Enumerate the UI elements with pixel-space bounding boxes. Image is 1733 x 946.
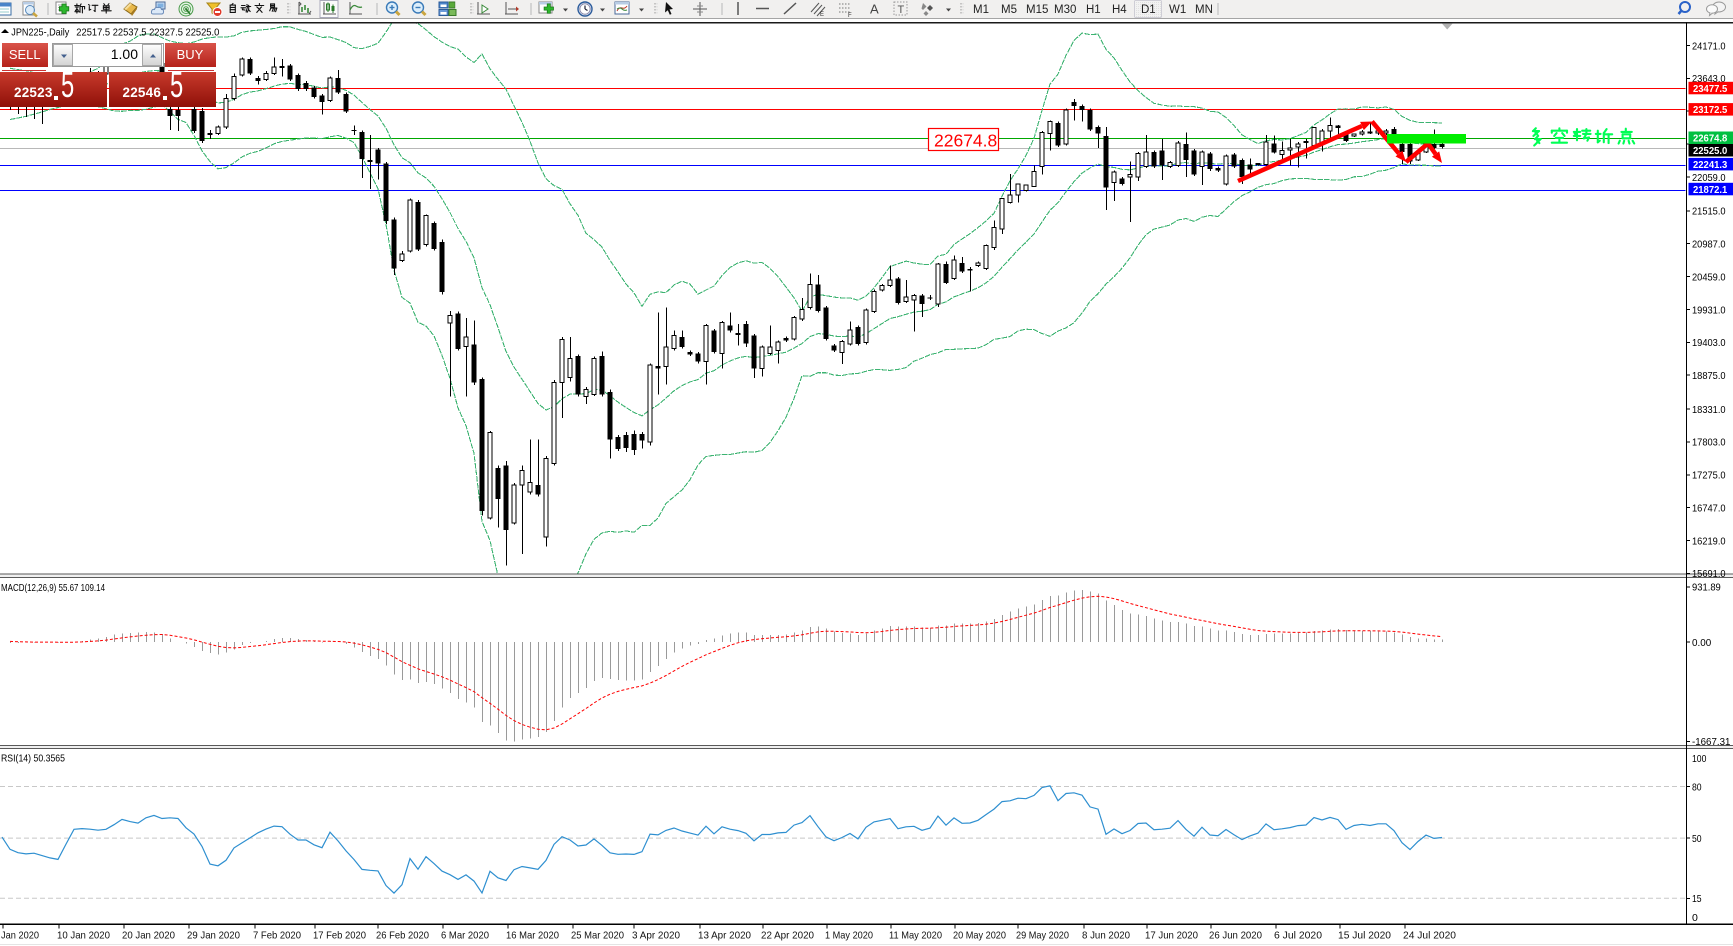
svg-text:1 May 2020: 1 May 2020 — [825, 930, 873, 942]
svg-text:0: 0 — [1692, 912, 1698, 924]
svg-text:80: 80 — [1692, 781, 1702, 793]
svg-text:17 Feb 2020: 17 Feb 2020 — [313, 930, 366, 942]
svg-text:21872.1: 21872.1 — [1693, 184, 1727, 196]
svg-text:16219.0: 16219.0 — [1692, 535, 1726, 547]
svg-text:7 Feb 2020: 7 Feb 2020 — [253, 930, 301, 942]
svg-text:RSI(14) 50.3565: RSI(14) 50.3565 — [1, 753, 65, 765]
svg-text:11 May 2020: 11 May 2020 — [889, 930, 942, 942]
svg-text:18875.0: 18875.0 — [1692, 370, 1726, 382]
svg-text:15 Jul 2020: 15 Jul 2020 — [1338, 930, 1391, 942]
svg-text:931.89: 931.89 — [1692, 582, 1721, 594]
svg-text:29 May 2020: 29 May 2020 — [1016, 930, 1069, 942]
svg-text:M15: M15 — [1026, 4, 1048, 16]
svg-text:-1667.31: -1667.31 — [1692, 736, 1731, 748]
svg-text:MN: MN — [1195, 4, 1213, 16]
svg-text:16 Mar 2020: 16 Mar 2020 — [506, 930, 559, 942]
svg-text:17275.0: 17275.0 — [1692, 470, 1726, 482]
svg-text:JPN225-,Daily: JPN225-,Daily — [11, 26, 70, 38]
svg-text:17 Jun 2020: 17 Jun 2020 — [1145, 930, 1198, 942]
svg-text:A: A — [870, 2, 879, 17]
svg-text:19931.0: 19931.0 — [1692, 304, 1726, 316]
svg-text:25 Mar 2020: 25 Mar 2020 — [571, 930, 624, 942]
svg-text:8 Jun 2020: 8 Jun 2020 — [1082, 930, 1130, 942]
svg-text:24 Jul 2020: 24 Jul 2020 — [1403, 930, 1456, 942]
svg-text:Jan 2020: Jan 2020 — [1, 930, 39, 942]
svg-text:29 Jan 2020: 29 Jan 2020 — [187, 930, 240, 942]
svg-text:13 Apr 2020: 13 Apr 2020 — [698, 930, 751, 942]
svg-text:24171.0: 24171.0 — [1692, 40, 1726, 52]
svg-text:D1: D1 — [1141, 4, 1156, 16]
svg-text:21515.0: 21515.0 — [1692, 206, 1726, 218]
svg-text:20459.0: 20459.0 — [1692, 271, 1726, 283]
svg-text:M1: M1 — [973, 4, 989, 16]
svg-text:15691.0: 15691.0 — [1692, 568, 1726, 580]
svg-text:22241.3: 22241.3 — [1693, 159, 1727, 171]
svg-text:19403.0: 19403.0 — [1692, 337, 1726, 349]
svg-text:F: F — [848, 13, 852, 19]
svg-text:MACD(12,26,9) 55.67 109.14: MACD(12,26,9) 55.67 109.14 — [1, 582, 105, 594]
svg-text:E: E — [820, 12, 824, 18]
svg-text:20987.0: 20987.0 — [1692, 239, 1726, 251]
svg-text:22674.8: 22674.8 — [1693, 133, 1727, 145]
svg-text:H4: H4 — [1112, 4, 1127, 16]
svg-text:22 Apr 2020: 22 Apr 2020 — [761, 930, 814, 942]
svg-text:22674.8: 22674.8 — [934, 131, 997, 151]
svg-text:3 Apr 2020: 3 Apr 2020 — [632, 930, 680, 942]
svg-text:26 Jun 2020: 26 Jun 2020 — [1209, 930, 1262, 942]
svg-text:23477.5: 23477.5 — [1693, 83, 1727, 95]
svg-text:100: 100 — [1692, 753, 1707, 765]
svg-text:15: 15 — [1692, 893, 1702, 905]
svg-text:6 Mar 2020: 6 Mar 2020 — [441, 930, 489, 942]
svg-text:22525.0: 22525.0 — [1693, 145, 1727, 157]
svg-text:26 Feb 2020: 26 Feb 2020 — [376, 930, 429, 942]
svg-text:H1: H1 — [1086, 4, 1101, 16]
svg-text:0.00: 0.00 — [1692, 637, 1711, 649]
svg-text:16747.0: 16747.0 — [1692, 503, 1726, 515]
svg-text:23172.5: 23172.5 — [1693, 104, 1727, 116]
svg-text:50: 50 — [1692, 833, 1702, 845]
svg-text:T: T — [898, 4, 905, 16]
svg-text:17803.0: 17803.0 — [1692, 437, 1726, 449]
svg-text:20 Jan 2020: 20 Jan 2020 — [122, 930, 175, 942]
svg-text:18331.0: 18331.0 — [1692, 404, 1726, 416]
svg-text:22059.0: 22059.0 — [1692, 172, 1726, 184]
svg-text:M30: M30 — [1054, 4, 1076, 16]
svg-text:6 Jul 2020: 6 Jul 2020 — [1274, 930, 1322, 942]
svg-text:22517.5 22537.5 22327.5 22525.: 22517.5 22537.5 22327.5 22525.0 — [76, 26, 219, 38]
svg-text:20 May 2020: 20 May 2020 — [953, 930, 1006, 942]
svg-text:10 Jan 2020: 10 Jan 2020 — [57, 930, 110, 942]
svg-text:M5: M5 — [1001, 4, 1017, 16]
svg-text:W1: W1 — [1169, 4, 1186, 16]
